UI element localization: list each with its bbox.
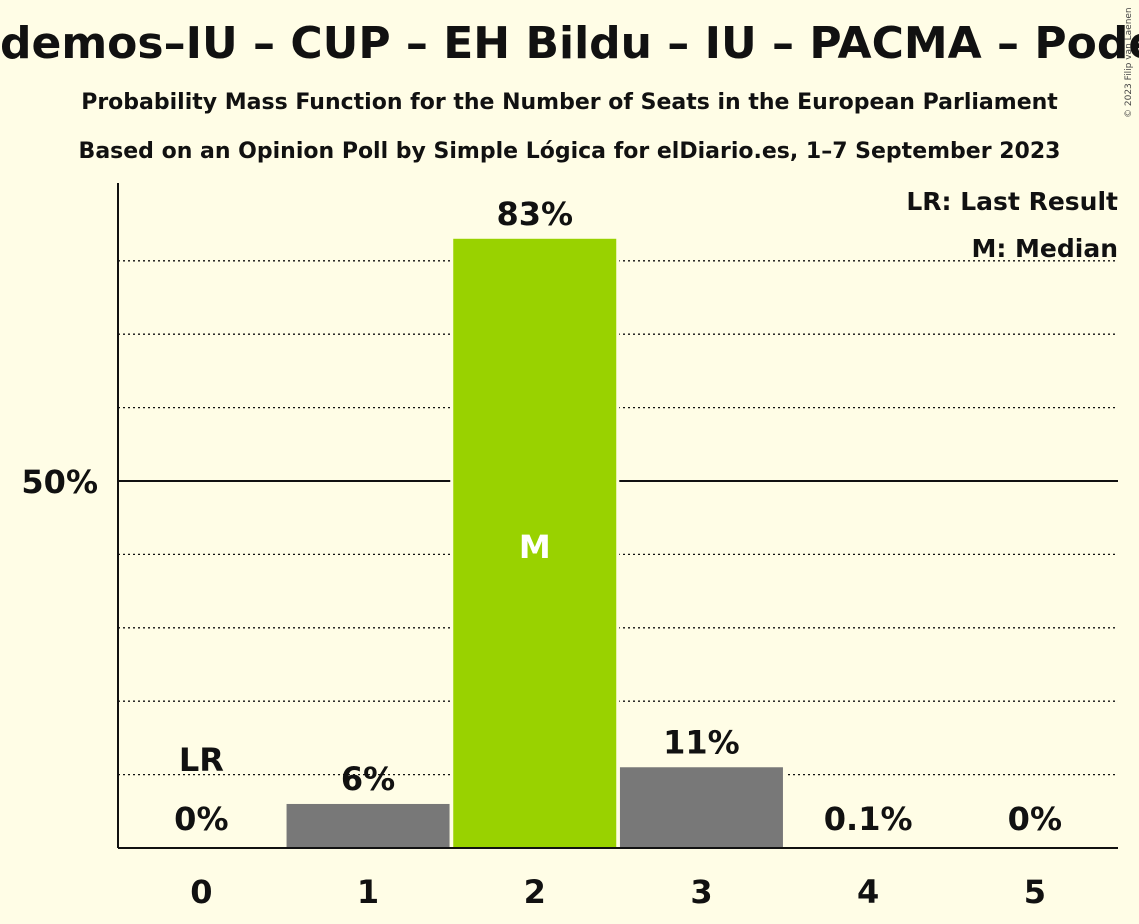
x-tick-label-1: 1 [357, 873, 379, 911]
value-label-2: 83% [496, 195, 573, 233]
x-tick-label-5: 5 [1024, 873, 1046, 911]
x-tick-label-2: 2 [524, 873, 546, 911]
median-marker: M [519, 528, 551, 566]
value-label-5: 0% [1008, 800, 1062, 838]
value-label-3: 11% [663, 723, 740, 761]
chart-title: demos–IU – CUP – EH Bildu – IU – PACMA –… [0, 18, 1139, 69]
x-tick-label-0: 0 [190, 873, 212, 911]
bar-1 [286, 803, 450, 848]
value-label-0: 0% [174, 800, 228, 838]
bar-3 [619, 767, 783, 848]
y-tick-label-50: 50% [21, 463, 98, 501]
bar-halo-4 [783, 844, 953, 848]
x-tick-label-3: 3 [690, 873, 712, 911]
chart-subtitle-1: Probability Mass Function for the Number… [81, 90, 1058, 115]
chart-subtitle-2: Based on an Opinion Poll by Simple Lógic… [78, 139, 1061, 164]
value-label-1: 6% [341, 760, 395, 798]
last-result-marker: LR [179, 741, 224, 779]
value-label-4: 0.1% [824, 800, 913, 838]
bar-2 [453, 238, 617, 848]
x-tick-label-4: 4 [857, 873, 879, 911]
legend-last-result: LR: Last Result [906, 187, 1118, 216]
legend-median: M: Median [971, 234, 1118, 263]
